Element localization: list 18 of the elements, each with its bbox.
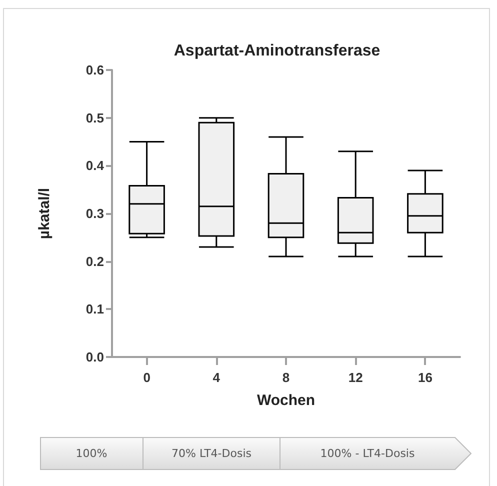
- x-tick-label: 12: [348, 370, 363, 385]
- y-tick-label: 0.6: [86, 62, 104, 78]
- x-tick-label: 16: [418, 370, 432, 385]
- text: 70% LT4-Dosis: [170, 446, 252, 462]
- y-tick-label: 0.5: [86, 110, 104, 126]
- chart-title: Aspartat-Aminotransferase: [174, 42, 380, 60]
- x-axis-title: Wochen: [256, 392, 316, 409]
- y-tick-label: 0.3: [86, 206, 104, 221]
- text: 100%: [74, 446, 108, 462]
- y-tick-label: 0.1: [86, 302, 104, 317]
- y-tick-label: 0.2: [86, 254, 104, 269]
- text: 100% - LT4-Dosis: [319, 446, 416, 462]
- x-tick-label: 8: [282, 370, 290, 385]
- x-tick-label: 0: [143, 370, 150, 385]
- y-tick-label: 0.0: [86, 350, 104, 364]
- y-axis-title: µkatal/l: [36, 188, 53, 240]
- y-tick-label: 0.4: [86, 158, 105, 174]
- x-tick-label: 4: [212, 370, 221, 385]
